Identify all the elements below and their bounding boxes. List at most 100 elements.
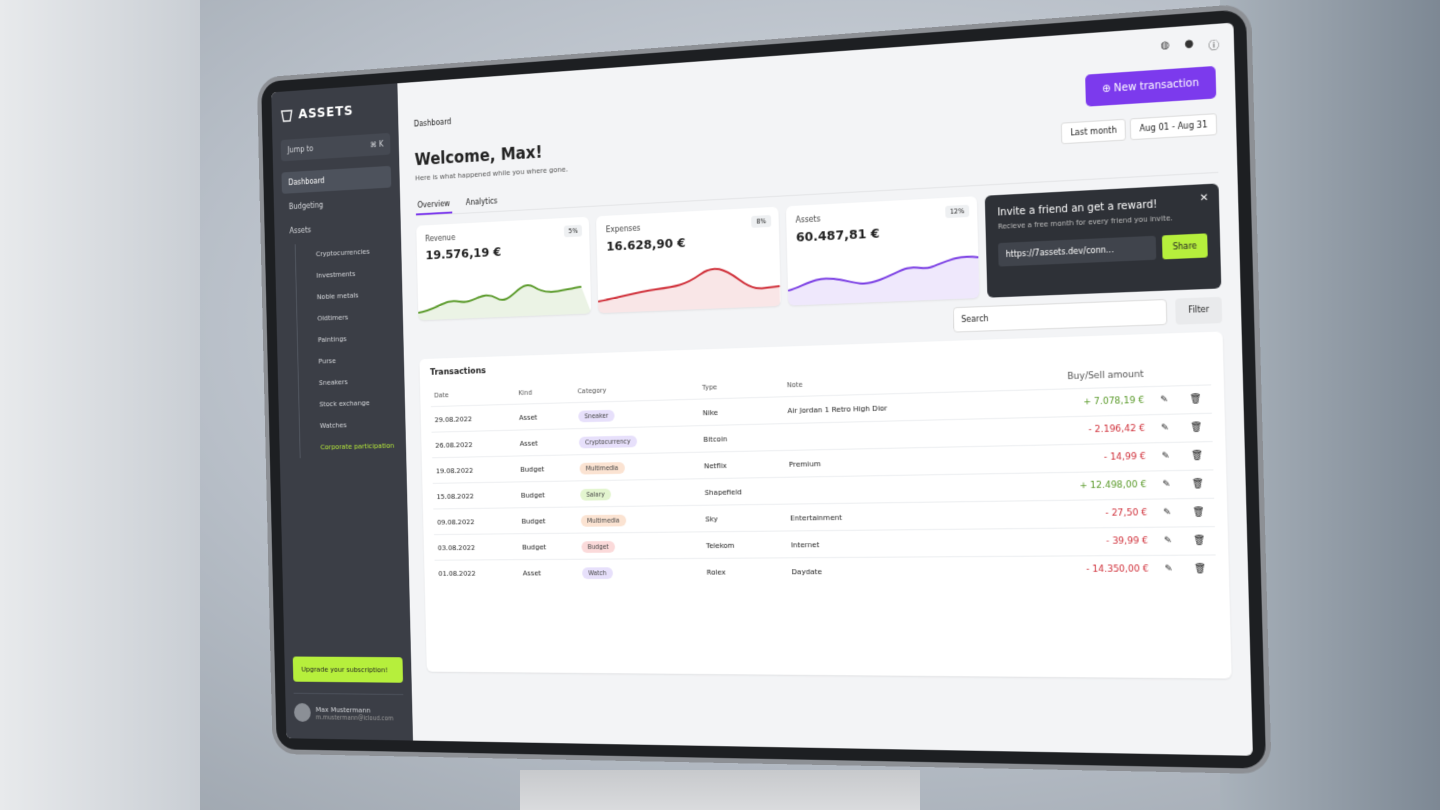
sparkline — [786, 227, 980, 306]
cell: 26.08.2022 — [431, 430, 517, 458]
cell: Asset — [515, 428, 576, 457]
info-icon[interactable]: ⓘ — [1208, 40, 1220, 53]
category-chip: Watch — [581, 566, 613, 579]
edit-icon[interactable]: ✎ — [1151, 526, 1184, 556]
delete-icon[interactable]: 🗑 — [1180, 413, 1213, 443]
sparkline-area — [597, 265, 781, 314]
cell: - 27,50 € — [992, 499, 1152, 529]
cell: 09.08.2022 — [433, 507, 519, 535]
user-email: m.mustermann@icloud.com — [315, 713, 394, 722]
edit-icon[interactable]: ✎ — [1149, 442, 1182, 471]
cell: 15.08.2022 — [432, 481, 518, 509]
logo-icon — [280, 108, 294, 124]
invite-link[interactable]: https://7assets.dev/conn... — [998, 235, 1157, 267]
cell: Telekom — [701, 530, 788, 559]
share-button[interactable]: Share — [1161, 233, 1208, 260]
button-text: New transaction — [1113, 77, 1200, 95]
table-body: 29.08.2022 Asset Sneaker Nike Air Jordan 1 R… — [430, 384, 1217, 586]
date-filter: Last month Aug 01 - Aug 31 — [1060, 113, 1218, 145]
monitor: ASSETS Jump to ⌘ K Dashboard Budgeting Asse… — [261, 9, 1267, 769]
subnav-item[interactable]: Watches — [298, 412, 398, 437]
delete-icon[interactable]: 🗑 — [1183, 554, 1217, 583]
cell: Budget — [516, 454, 577, 482]
cell: + 12.498,00 € — [991, 470, 1152, 502]
stat-card: Assets 60.487,81 €12% — [785, 196, 980, 306]
column-header: Date — [434, 391, 449, 400]
cell: Rolex — [702, 557, 789, 585]
stat-card: Revenue 19.576,19 €5% — [416, 216, 592, 321]
sparkline-area — [417, 282, 592, 321]
column-header-spacer — [1179, 361, 1211, 385]
cell: Budget — [518, 533, 578, 560]
edit-icon[interactable]: ✎ — [1148, 385, 1181, 415]
cell: Premium — [784, 446, 992, 478]
card-change: 5% — [563, 224, 583, 238]
cell: Multimedia — [575, 452, 701, 481]
search-input[interactable]: Search — [952, 298, 1168, 333]
edit-icon[interactable]: ✎ — [1151, 498, 1184, 528]
column-header: Kind — [518, 388, 533, 397]
cell: 03.08.2022 — [433, 533, 519, 561]
category-chip: Multimedia — [579, 461, 625, 475]
cell: - 2.196,42 € — [990, 414, 1150, 447]
close-icon[interactable]: ✕ — [1199, 192, 1209, 205]
subnav-item[interactable]: Sneakers — [297, 369, 397, 395]
main: ◍ ● ⓘ Dashboard ⊕ New transaction Welcome,… — [397, 23, 1253, 756]
edit-icon[interactable]: ✎ — [1150, 470, 1183, 500]
cell: - 14.350,00 € — [993, 555, 1154, 584]
nav-item[interactable]: Dashboard — [281, 165, 392, 194]
cell: Shapefield — [700, 477, 787, 506]
transactions-table: Date Kind Category Type Note Buy/Sell amount 2… — [430, 361, 1217, 586]
sparkline — [417, 246, 592, 321]
date-range[interactable]: Aug 01 - Aug 31 — [1129, 113, 1218, 141]
delete-icon[interactable]: 🗑 — [1181, 469, 1215, 499]
category-chip: Cryptocurrency — [578, 435, 637, 448]
card-label: Revenue — [425, 233, 456, 244]
upgrade[interactable]: Upgrade your subscription! — [292, 656, 404, 683]
period-select[interactable]: Last month — [1060, 118, 1127, 145]
cell: Budget — [517, 507, 578, 534]
subnav-item[interactable]: Stock exchange — [298, 391, 397, 416]
nav-item[interactable]: Budgeting — [288, 200, 324, 212]
category-chip: Salary — [579, 488, 612, 501]
avatar — [293, 703, 311, 722]
filter-button[interactable]: Filter — [1175, 296, 1223, 325]
delete-icon[interactable]: 🗑 — [1182, 498, 1215, 527]
sparkline — [597, 236, 781, 314]
stat-card: Expenses 16.628,90 €8% — [596, 206, 781, 314]
nav-item[interactable]: Assets — [289, 225, 312, 236]
cell: Watch — [577, 558, 704, 585]
card-label: Expenses — [605, 223, 641, 235]
jump-to[interactable]: Jump to ⌘ K — [280, 132, 391, 162]
cell — [784, 418, 991, 451]
cell: Entertainment — [786, 501, 993, 531]
monitor-stand — [520, 770, 920, 810]
edit-icon[interactable]: ✎ — [1148, 413, 1182, 443]
delete-icon[interactable]: 🗑 — [1181, 441, 1214, 471]
tab[interactable]: Overview — [415, 195, 453, 216]
cell: + 7.078,19 € — [989, 386, 1149, 419]
cell: Bitcoin — [699, 423, 785, 453]
globe-icon[interactable]: ◍ — [1160, 39, 1170, 52]
card-change: 8% — [751, 215, 772, 228]
tab[interactable]: Analytics — [465, 196, 498, 207]
nav: Dashboard Budgeting Assets Cryptocurrencies… — [281, 165, 398, 459]
background — [0, 0, 200, 810]
edit-icon[interactable]: ✎ — [1152, 555, 1185, 584]
cell: 29.08.2022 — [430, 404, 516, 433]
jump-text: Jump to — [287, 144, 314, 155]
screen: ASSETS Jump to ⌘ K Dashboard Budgeting Asse… — [271, 22, 1253, 756]
subnav-item[interactable]: Corporate participation — [299, 434, 398, 459]
delete-icon[interactable]: 🗑 — [1179, 384, 1212, 414]
sidebar: ASSETS Jump to ⌘ K Dashboard Budgeting Asse… — [271, 83, 414, 741]
cards: Revenue 19.576,19 €5% Expenses 16.628,90 €8… — [416, 183, 1222, 321]
bell-icon[interactable]: ● — [1184, 38, 1194, 51]
user[interactable]: Max Mustermann m.mustermann@icloud.com — [293, 692, 405, 724]
cell: Sky — [701, 504, 787, 532]
delete-icon[interactable]: 🗑 — [1183, 526, 1216, 556]
column-header-spacer — [1148, 362, 1180, 386]
cell: Asset — [515, 402, 575, 431]
shortcut: ⌘ K — [369, 139, 384, 150]
cell: Multimedia — [576, 505, 702, 534]
